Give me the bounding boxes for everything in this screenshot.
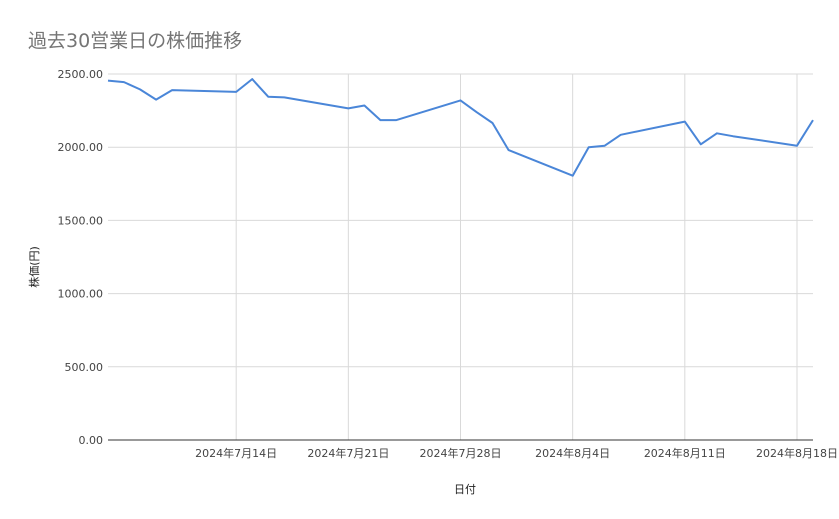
y-tick-labels: 0.00 500.00 1000.00 1500.00 2000.00 2500.00: [58, 68, 104, 447]
x-tick-label: 2024年7月21日: [307, 446, 389, 460]
y-tick-label: 1000.00: [58, 288, 104, 301]
x-tick-label: 2024年8月4日: [535, 446, 610, 460]
x-tick-label: 2024年8月11日: [644, 446, 726, 460]
x-tick-label: 2024年7月14日: [195, 446, 277, 460]
y-tick-label: 2000.00: [58, 141, 104, 154]
y-tick-label: 1500.00: [58, 214, 104, 227]
y-tick-label: 0.00: [79, 434, 104, 447]
chart-title: 過去30営業日の株価推移: [28, 30, 243, 52]
x-tick-label: 2024年7月28日: [420, 446, 502, 460]
x-tick-labels: 2024年7月14日 2024年7月21日 2024年7月28日 2024年8月4日 2…: [195, 446, 838, 460]
gridlines: [108, 73, 813, 440]
series-lines: [107, 78, 814, 177]
x-tick-label: 2024年8月18日: [756, 446, 838, 460]
series-line: [107, 78, 814, 177]
y-tick-label: 2500.00: [58, 68, 104, 81]
x-axis-label: 日付: [454, 483, 476, 496]
y-tick-label: 500.00: [65, 361, 104, 374]
